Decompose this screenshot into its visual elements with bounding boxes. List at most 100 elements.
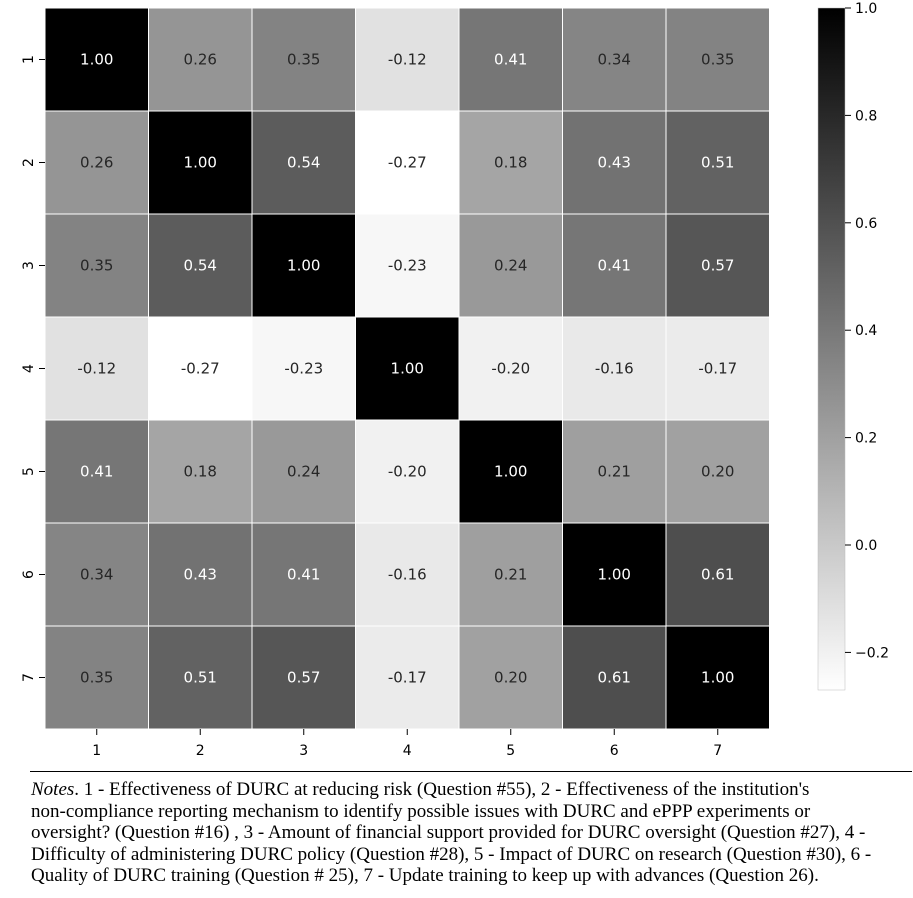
cell-label-6-2: 0.43 <box>184 566 217 584</box>
heatmap-cell-2-1 <box>44 110 149 215</box>
heatmap-cell-4-2 <box>148 316 253 421</box>
heatmap-cell-1-2 <box>148 7 253 112</box>
heatmap-cell-1-5 <box>458 7 563 112</box>
heatmap-cell-7-3 <box>251 625 356 730</box>
cell-label-1-4: -0.12 <box>388 51 427 69</box>
cell-label-5-4: -0.20 <box>388 463 427 481</box>
heatmap-cell-2-7 <box>665 110 770 215</box>
heatmap-cell-6-7 <box>665 522 770 627</box>
y-tick-label-1: 1 <box>21 55 37 64</box>
x-tick-label-5: 5 <box>506 743 515 759</box>
heatmap-cell-7-4 <box>355 625 460 730</box>
colorbar-tick-label-1: 1.0 <box>855 1 877 17</box>
cell-label-4-5: -0.20 <box>491 360 530 378</box>
notes-divider <box>30 771 912 772</box>
heatmap-cell-3-4 <box>355 213 460 318</box>
cell-label-7-7: 1.00 <box>701 669 734 687</box>
cell-label-1-1: 1.00 <box>80 51 113 69</box>
cell-label-2-6: 0.43 <box>598 154 631 172</box>
cell-label-7-2: 0.51 <box>184 669 217 687</box>
notes-line-5: Quality of DURC training (Question # 25)… <box>31 865 819 886</box>
notes-label: Notes <box>31 779 75 800</box>
heatmap-cell-4-4 <box>355 316 460 421</box>
x-tick-label-2: 2 <box>196 743 205 759</box>
heatmap-cell-1-1 <box>44 7 149 112</box>
heatmap-cell-3-2 <box>148 213 253 318</box>
cell-label-1-5: 0.41 <box>494 51 527 69</box>
heatmap-cell-6-5 <box>458 522 563 627</box>
figure-notes: Notes. 1 - Effectiveness of DURC at redu… <box>31 779 911 887</box>
cell-label-5-5: 1.00 <box>494 463 527 481</box>
cell-label-4-4: 1.00 <box>391 360 424 378</box>
colorbar-tick-label-5: 0.2 <box>855 431 877 447</box>
correlation-heatmap: 1.00 0.26 0.35 -0.12 0.41 0.34 0.350.26 1.00 0.5… <box>21 1 889 759</box>
cell-label-7-1: 0.35 <box>80 669 113 687</box>
heatmap-cells <box>44 7 770 730</box>
cell-label-4-3: -0.23 <box>284 360 323 378</box>
heatmap-cell-6-1 <box>44 522 149 627</box>
heatmap-cell-5-1 <box>44 419 149 524</box>
cell-label-5-2: 0.18 <box>184 463 217 481</box>
cell-label-4-7: -0.17 <box>698 360 737 378</box>
heatmap-cell-4-6 <box>562 316 667 421</box>
heatmap-cell-1-4 <box>355 7 460 112</box>
cell-label-1-3: 0.35 <box>287 51 320 69</box>
heatmap-cell-2-3 <box>251 110 356 215</box>
cell-label-2-7: 0.51 <box>701 154 734 172</box>
heatmap-cell-6-3 <box>251 522 356 627</box>
cell-label-7-5: 0.20 <box>494 669 527 687</box>
heatmap-cell-6-4 <box>355 522 460 627</box>
cell-label-6-6: 1.00 <box>598 566 631 584</box>
x-tick-label-4: 4 <box>403 743 412 759</box>
cell-label-2-3: 0.54 <box>287 154 320 172</box>
heatmap-cell-2-5 <box>458 110 563 215</box>
y-tick-label-4: 4 <box>21 364 37 373</box>
heatmap-cell-3-6 <box>562 213 667 318</box>
cell-label-7-4: -0.17 <box>388 669 427 687</box>
x-tick-label-3: 3 <box>299 743 308 759</box>
heatmap-cell-4-7 <box>665 316 770 421</box>
cell-label-5-1: 0.41 <box>80 463 113 481</box>
cell-label-7-6: 0.61 <box>598 669 631 687</box>
notes-line-4: Difficulty of administering DURC policy … <box>31 843 872 865</box>
colorbar-gradient <box>817 7 846 691</box>
heatmap-cell-3-7 <box>665 213 770 318</box>
cell-label-2-4: -0.27 <box>388 154 427 172</box>
cell-label-3-7: 0.57 <box>701 257 734 275</box>
cell-label-4-1: -0.12 <box>77 360 116 378</box>
heatmap-cell-7-1 <box>44 625 149 730</box>
cell-label-7-3: 0.57 <box>287 669 320 687</box>
cell-label-6-7: 0.61 <box>701 566 734 584</box>
cell-label-1-2: 0.26 <box>184 51 217 69</box>
cell-label-3-6: 0.41 <box>598 257 631 275</box>
heatmap-cell-3-1 <box>44 213 149 318</box>
colorbar-tick-label-4: 0.4 <box>855 323 877 339</box>
cell-label-1-7: 0.35 <box>701 51 734 69</box>
y-axis: 1 2 3 4 5 6 7 <box>21 55 45 682</box>
x-axis: 1 2 3 4 5 6 7 <box>92 729 722 759</box>
notes-line-1: Notes. 1 - Effectiveness of DURC at redu… <box>31 779 810 800</box>
heatmap-cell-3-3 <box>251 213 356 318</box>
heatmap-cell-7-7 <box>665 625 770 730</box>
colorbar-tick-label-6: 0.0 <box>855 538 877 554</box>
colorbar <box>817 7 846 691</box>
heatmap-cell-5-3 <box>251 419 356 524</box>
cell-label-1-6: 0.34 <box>598 51 631 69</box>
cell-label-4-6: -0.16 <box>595 360 634 378</box>
cell-label-5-7: 0.20 <box>701 463 734 481</box>
cell-label-3-5: 0.24 <box>494 257 527 275</box>
heatmap-cell-1-6 <box>562 7 667 112</box>
y-tick-label-6: 6 <box>21 570 37 579</box>
heatmap-cell-3-5 <box>458 213 563 318</box>
cell-label-6-1: 0.34 <box>80 566 113 584</box>
y-tick-label-5: 5 <box>21 467 37 476</box>
colorbar-tick-label-7: −0.2 <box>855 645 889 661</box>
cell-label-2-5: 0.18 <box>494 154 527 172</box>
heatmap-cell-7-5 <box>458 625 563 730</box>
notes-line-2: non-compliance reporting mechanism to id… <box>31 800 811 822</box>
heatmap-cell-4-1 <box>44 316 149 421</box>
heatmap-cell-2-6 <box>562 110 667 215</box>
notes-line-3: oversight? (Question #16) , 3 - Amount o… <box>31 822 866 843</box>
y-tick-label-3: 3 <box>21 261 37 270</box>
y-tick-label-2: 2 <box>21 158 37 167</box>
